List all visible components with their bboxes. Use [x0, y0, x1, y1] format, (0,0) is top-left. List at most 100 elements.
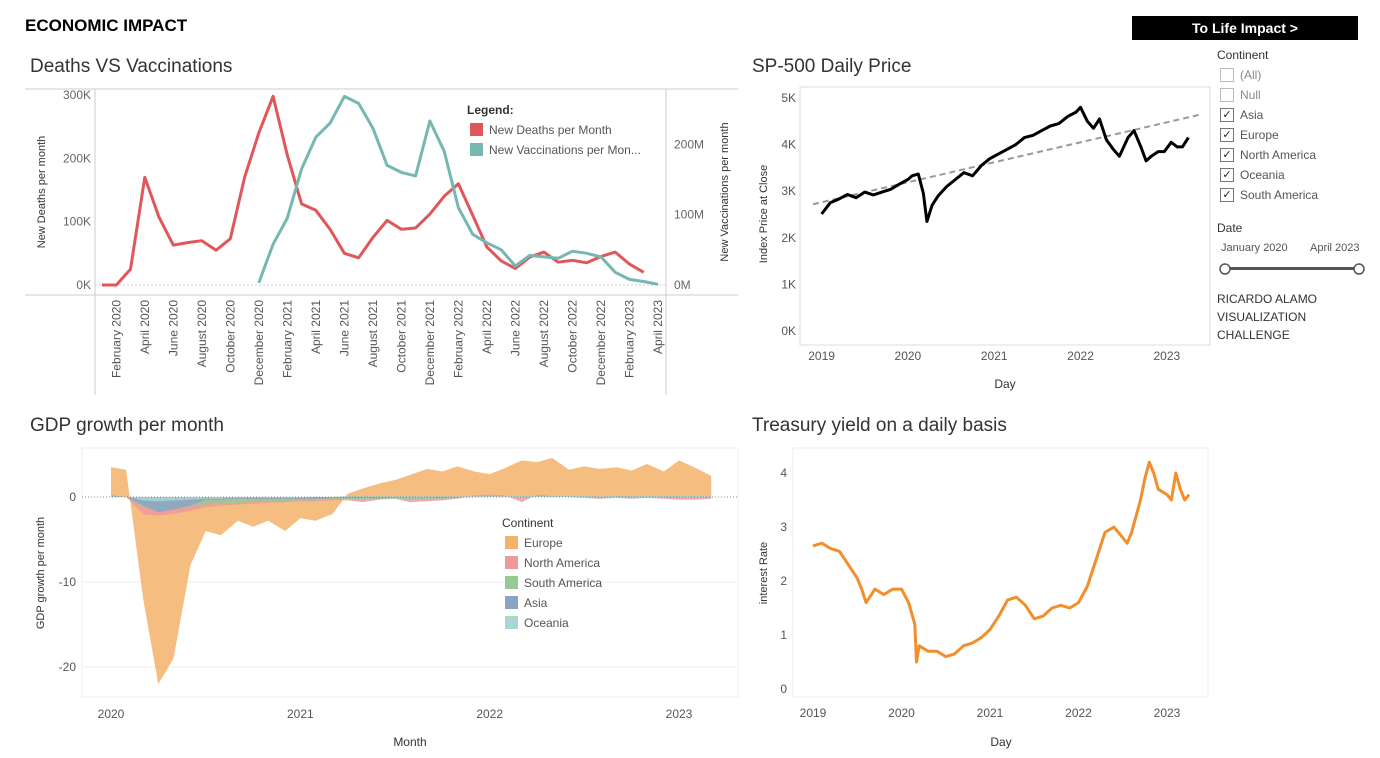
continent-option-oceania[interactable]: ✓ Oceania — [1220, 166, 1285, 184]
x-tick-label: 2019 — [800, 706, 827, 720]
continent-option-asia[interactable]: ✓ Asia — [1220, 106, 1263, 124]
legend-swatch — [470, 123, 483, 136]
date-end-label: April 2023 — [1310, 242, 1360, 254]
x-tick-label: February 2023 — [622, 300, 636, 378]
yield-line — [812, 460, 1191, 664]
x-tick-label: December 2020 — [252, 300, 266, 386]
x-tick-label: 2022 — [476, 707, 503, 721]
continent-option-label: Europe — [1240, 128, 1279, 142]
y-tick-label: 2K — [781, 231, 796, 245]
x-tick-label: August 2022 — [537, 300, 551, 368]
y-tick-label: 2 — [780, 574, 787, 588]
x-axis-title: Day — [994, 377, 1015, 391]
x-tick-label: 2023 — [666, 707, 693, 721]
legend-swatch — [470, 143, 483, 156]
continent-option-label: (All) — [1240, 68, 1262, 82]
y-tick-label: -20 — [59, 660, 77, 674]
deaths-vs-vaccinations-title: Deaths VS Vaccinations — [30, 56, 233, 77]
checkbox-checked-icon[interactable]: ✓ — [1220, 188, 1234, 202]
gdp-growth-title: GDP growth per month — [30, 415, 224, 436]
y-tick-label: 3 — [780, 520, 787, 534]
y2-axis-title: New Vaccinations per month — [719, 122, 731, 261]
legend-label: New Deaths per Month — [489, 123, 612, 137]
legend-swatch — [505, 536, 518, 549]
y-tick-label: 4K — [781, 138, 796, 152]
x-tick-label: February 2021 — [280, 300, 294, 378]
credit-line-1: RICARDO ALAMO — [1217, 292, 1318, 306]
x-tick-label: 2020 — [888, 706, 915, 720]
y-tick-label: 200K — [63, 151, 91, 165]
slider-start-handle[interactable] — [1219, 263, 1231, 275]
area-europe — [111, 457, 712, 684]
checkbox-empty-icon[interactable] — [1220, 68, 1234, 82]
area-oceania — [111, 496, 712, 502]
legend-swatch — [505, 576, 518, 589]
legend-swatch — [505, 556, 518, 569]
y-axis-title: New Deaths per month — [36, 136, 48, 249]
x-tick-label: April 2021 — [309, 300, 323, 354]
sp500-chart: 2019 2020 2021 2022 2023 0K 1K 2K 3K 4K 5K Day Index… — [758, 86, 1211, 391]
legend-title: Legend: — [467, 103, 514, 117]
slider-end-handle[interactable] — [1353, 263, 1365, 275]
y-axis-title: Index Price at Close — [758, 165, 770, 263]
y-axis-title: GDP growth per month — [35, 517, 47, 629]
x-tick-label: 2022 — [1067, 349, 1094, 363]
y-tick-label: 3K — [781, 184, 796, 198]
x-tick-label: December 2021 — [423, 300, 437, 386]
series-line-new-vaccinations-per-month — [257, 94, 659, 286]
continent-option-label: North America — [1240, 148, 1317, 162]
continent-option-label: Oceania — [1240, 168, 1285, 182]
checkbox-checked-icon[interactable]: ✓ — [1220, 168, 1234, 182]
y2-tick-label: 100M — [674, 208, 704, 222]
legend-label: North America — [524, 556, 600, 570]
to-life-impact-button[interactable]: To Life Impact > — [1132, 16, 1358, 40]
checkbox-checked-icon[interactable]: ✓ — [1220, 108, 1234, 122]
y-tick-label: 0K — [781, 324, 796, 338]
credit-line-2: VISUALIZATION — [1217, 310, 1307, 324]
checkbox-empty-icon[interactable] — [1220, 88, 1234, 102]
date-range-slider[interactable] — [1218, 260, 1368, 280]
continent-option-all[interactable]: (All) — [1220, 66, 1261, 84]
y-tick-label: 1K — [781, 277, 796, 291]
continent-option-europe[interactable]: ✓ Europe — [1220, 126, 1279, 144]
continent-option-label: Null — [1240, 88, 1261, 102]
x-axis-title: Day — [990, 735, 1011, 749]
y-tick-label: 1 — [780, 628, 787, 642]
treasury-yield-title: Treasury yield on a daily basis — [752, 415, 1007, 436]
x-tick-label: August 2021 — [366, 300, 380, 368]
x-tick-label: April 2023 — [651, 300, 665, 354]
x-tick-label: February 2020 — [109, 300, 123, 378]
y-tick-label: 100K — [63, 215, 91, 229]
checkbox-checked-icon[interactable]: ✓ — [1220, 128, 1234, 142]
x-tick-label: June 2021 — [337, 300, 351, 356]
x-tick-label: 2020 — [98, 707, 125, 721]
legend-swatch — [505, 616, 518, 629]
legend-label: Asia — [524, 596, 548, 610]
y2-tick-label: 0M — [674, 278, 691, 292]
area-south-america — [111, 496, 712, 510]
x-tick-label: 2019 — [808, 349, 835, 363]
credit-line-3: CHALLENGE — [1217, 328, 1290, 342]
plot-frame — [81, 447, 739, 698]
x-tick-label: 2022 — [1065, 706, 1092, 720]
x-tick-label: April 2022 — [480, 300, 494, 354]
x-tick-label: October 2020 — [223, 300, 237, 373]
continent-option-null[interactable]: Null — [1220, 86, 1261, 104]
continent-option-label: South America — [1240, 188, 1319, 202]
x-tick-label: October 2022 — [565, 300, 579, 373]
plot-frame — [799, 86, 1211, 346]
checkbox-checked-icon[interactable]: ✓ — [1220, 148, 1234, 162]
y-tick-label: 300K — [63, 88, 91, 102]
legend-swatch — [505, 596, 518, 609]
continent-option-south-america[interactable]: ✓ South America — [1220, 186, 1318, 204]
y-tick-label: 5K — [781, 91, 796, 105]
x-tick-label: February 2022 — [451, 300, 465, 378]
dashboard-title: ECONOMIC IMPACT — [25, 16, 188, 35]
plot-frame — [792, 447, 1209, 698]
date-filter-title: Date — [1217, 221, 1243, 235]
x-tick-label: 2023 — [1154, 706, 1181, 720]
y-tick-label: -10 — [59, 575, 77, 589]
x-tick-label: 2021 — [287, 707, 314, 721]
continent-option-north-america[interactable]: ✓ North America — [1220, 146, 1316, 164]
